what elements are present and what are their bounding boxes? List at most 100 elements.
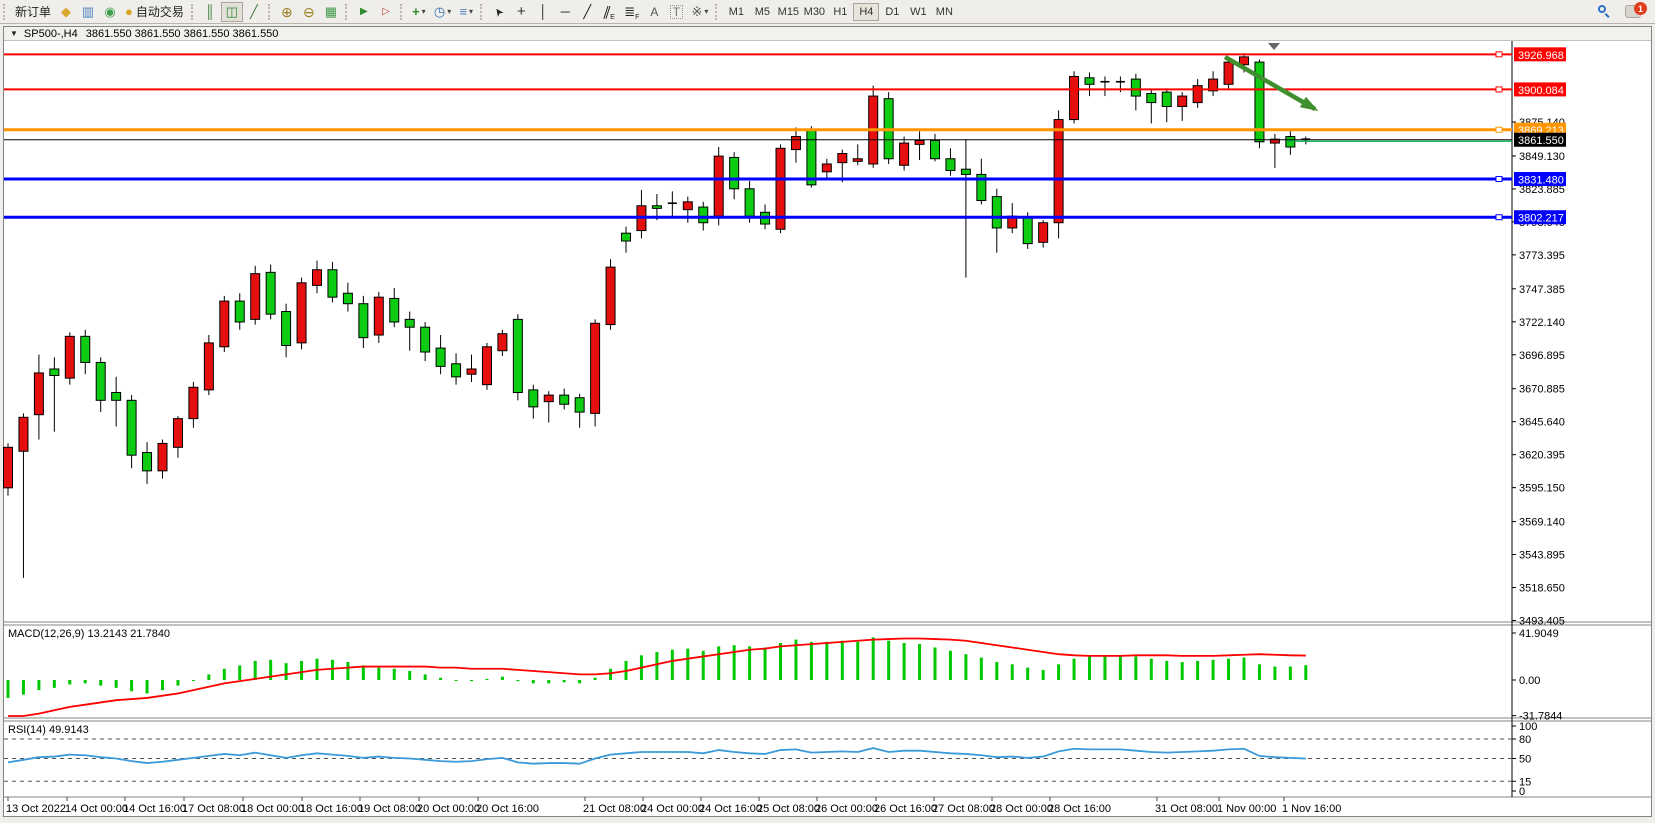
notification-badge: 1	[1634, 2, 1647, 15]
bar-chart-icon[interactable]: ║	[199, 2, 221, 22]
macd-histogram-bar	[1103, 655, 1107, 680]
price-tick-label: 3493.405	[1519, 615, 1565, 627]
macd-histogram-bar	[609, 668, 613, 680]
auto-scroll-icon[interactable]: ▶	[353, 2, 375, 22]
chart-shift-marker[interactable]	[1268, 43, 1280, 50]
auto-trading-icon: ●	[125, 4, 133, 19]
date-label: 28 Oct 16:00	[1048, 803, 1111, 815]
level-handle[interactable]	[1495, 176, 1503, 183]
rsi-line	[7, 747, 1306, 765]
macd-histogram-bar	[269, 659, 273, 680]
bear-candle	[389, 297, 400, 323]
macd-histogram-bar	[1010, 664, 1014, 680]
bull-candle	[250, 273, 261, 320]
caret-icon: ▾	[421, 7, 426, 16]
vertical-line-tool[interactable]: │	[532, 2, 554, 22]
tile-windows-icon[interactable]: ▦	[320, 2, 342, 22]
level-handle[interactable]	[1495, 214, 1503, 221]
arrows-tool[interactable]: ※ ▾	[687, 2, 712, 22]
chat-icon[interactable]: 1	[1625, 2, 1647, 18]
macd-histogram-bar	[655, 651, 659, 680]
macd-histogram-bar	[547, 680, 551, 684]
bear-candle	[729, 156, 740, 190]
macd-histogram-bar	[454, 680, 458, 681]
macd-histogram-bar	[439, 677, 443, 680]
macd-histogram-bar	[1180, 662, 1184, 680]
period-clock-button[interactable]: ◷ ▾	[430, 2, 455, 22]
templates-button[interactable]: ≡ ▾	[455, 2, 477, 22]
new-order-button[interactable]: 新订单	[15, 5, 52, 19]
level-handle[interactable]	[1495, 126, 1503, 133]
bear-candle	[1084, 77, 1095, 85]
line-chart-icon[interactable]: ╱	[243, 2, 265, 22]
auto-trading-button[interactable]: ● 自动交易	[121, 2, 188, 22]
bear-candle	[1254, 61, 1265, 143]
macd-histogram-bar	[145, 680, 149, 694]
bear-candle	[80, 335, 91, 363]
charts-window-icon[interactable]: ▥	[77, 2, 99, 22]
trendline-tool[interactable]: ╱	[576, 2, 598, 22]
vertical-line-icon: │	[539, 4, 548, 19]
timeframe-h4[interactable]: H4	[853, 2, 880, 21]
timeframe-h1[interactable]: H1	[833, 5, 848, 18]
price-tick-label: 3670.885	[1519, 384, 1565, 396]
gold-cube-icon[interactable]: ◆	[55, 2, 77, 22]
candle-chart-icon[interactable]: ◫	[220, 1, 243, 22]
level-handle[interactable]	[1495, 86, 1503, 93]
rsi-tick-label: 0	[1519, 786, 1525, 798]
timeframe-w1[interactable]: W1	[910, 5, 927, 18]
bull-candle	[188, 386, 199, 420]
macd-histogram-bar	[207, 674, 211, 680]
bear-candle	[698, 206, 709, 224]
level-handle[interactable]	[1495, 51, 1503, 58]
timeframe-m30[interactable]: M30	[803, 5, 826, 18]
horizontal-line-tool[interactable]: ─	[554, 2, 576, 22]
macd-histogram-bar	[392, 668, 396, 680]
label-tool[interactable]: T	[665, 2, 687, 22]
bull-candle	[466, 368, 477, 375]
macd-histogram-bar	[485, 678, 489, 680]
fibonacci-tool[interactable]: ≣ F	[624, 4, 640, 21]
rsi-tick-label: 50	[1519, 754, 1531, 766]
chart-shift-icon[interactable]: ▷	[375, 2, 397, 22]
level-price-badge-text: 3831.480	[1518, 175, 1564, 187]
crosshair-icon: +	[516, 3, 526, 20]
zoom-in-icon[interactable]: ⊕	[276, 2, 298, 22]
bull-candle	[852, 158, 863, 162]
text-tool[interactable]: A	[643, 2, 665, 22]
chevron-down-icon[interactable]: ▼	[10, 29, 18, 38]
timeframe-mn[interactable]: MN	[935, 5, 953, 18]
timeframe-m5[interactable]: M5	[754, 5, 770, 18]
macd-histogram-bar	[1273, 666, 1277, 680]
new-chart-button[interactable]: + ▾	[408, 2, 430, 22]
macd-histogram-bar	[794, 639, 798, 680]
bar-chart-glyph: ║	[205, 4, 215, 19]
trend-arrow-annotation[interactable]	[1223, 55, 1317, 111]
bull-candle	[373, 296, 384, 336]
rsi-tick-label: 80	[1519, 734, 1531, 746]
caret-icon: ▾	[469, 7, 474, 16]
bear-candle	[142, 452, 153, 472]
macd-histogram-bar	[408, 671, 412, 680]
macd-label: MACD(12,26,9) 13.2143 21.7840	[8, 628, 170, 640]
timeframe-m1[interactable]: M1	[728, 5, 744, 18]
macd-histogram-bar	[1242, 657, 1246, 680]
bear-candle	[358, 303, 369, 339]
price-tick-label: 3747.385	[1519, 284, 1565, 296]
bear-candle	[744, 188, 755, 217]
bear-candle	[451, 363, 462, 378]
signals-icon[interactable]: ◉	[99, 2, 121, 22]
rsi-label: RSI(14) 49.9143	[8, 724, 89, 736]
timeframe-m15[interactable]: M15	[777, 5, 800, 18]
macd-histogram-bar	[423, 674, 427, 680]
toolbar-grip	[190, 3, 196, 20]
channel-tool[interactable]: ∥ E	[601, 4, 615, 21]
date-label: 28 Oct 00:00	[990, 803, 1053, 815]
crosshair-tool[interactable]: +	[510, 2, 532, 22]
doji-candle	[667, 202, 677, 204]
zoom-out-icon[interactable]: ⊖	[298, 2, 320, 22]
timeframe-d1[interactable]: D1	[885, 5, 900, 18]
search-icon[interactable]	[1598, 5, 1611, 18]
macd-histogram-bar	[1072, 658, 1076, 680]
